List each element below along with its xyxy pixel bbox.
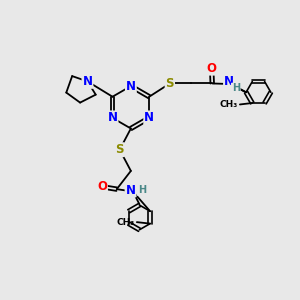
Text: S: S xyxy=(166,77,174,90)
Text: N: N xyxy=(82,75,92,88)
Text: N: N xyxy=(126,184,136,196)
Text: N: N xyxy=(107,111,118,124)
Text: H: H xyxy=(232,83,240,94)
Text: H: H xyxy=(138,185,146,195)
Text: CH₃: CH₃ xyxy=(116,218,134,226)
Text: N: N xyxy=(126,80,136,93)
Text: S: S xyxy=(116,143,124,156)
Text: CH₃: CH₃ xyxy=(219,100,238,109)
Text: N: N xyxy=(144,111,154,124)
Text: O: O xyxy=(97,180,107,193)
Text: O: O xyxy=(207,61,217,75)
Text: N: N xyxy=(224,75,234,88)
